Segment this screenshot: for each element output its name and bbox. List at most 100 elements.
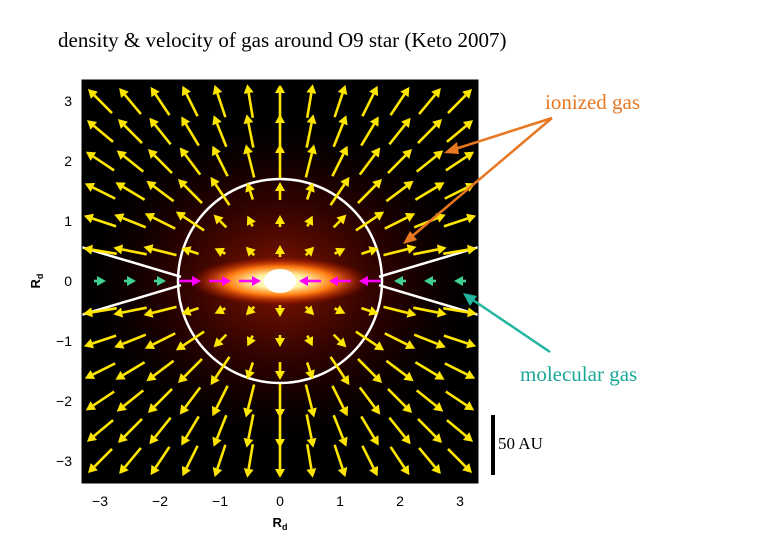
outflow-arrow-157-shaft: [154, 446, 171, 469]
outflow-arrow-114-head: [435, 339, 446, 349]
outflow-arrow-134-head: [243, 407, 253, 418]
outflow-arrow-38-shaft: [445, 155, 468, 172]
outflow-arrow-90-shaft: [91, 306, 117, 314]
outflow-arrow-128: [444, 362, 476, 380]
outflow-arrow-150-head: [338, 436, 348, 447]
scale-bar: [491, 415, 495, 475]
outflow-arrow-131: [147, 388, 173, 414]
outflow-arrow-40: [115, 182, 146, 201]
outflow-arrow-70: [245, 246, 256, 257]
outflow-arrow-90: [83, 306, 117, 318]
outflow-arrow-119: [177, 358, 203, 384]
outflow-arrow-146-shaft: [215, 414, 228, 439]
outflow-arrow-151: [360, 415, 379, 446]
y-tick-label: 1: [64, 213, 72, 229]
outflow-arrow-59-head: [304, 215, 314, 226]
outflow-arrow-32: [275, 144, 285, 178]
outflow-arrow-147: [243, 414, 255, 448]
outflow-arrow-159: [212, 444, 227, 478]
outflow-arrow-129-head: [85, 401, 97, 411]
outflow-arrow-105: [144, 332, 176, 350]
outflow-arrow-113-head: [404, 340, 416, 350]
outflow-arrow-5: [243, 84, 255, 118]
outflow-arrow-40-head: [115, 182, 126, 192]
outflow-arrow-18: [243, 114, 255, 148]
outflow-arrow-166-head: [431, 463, 441, 475]
outflow-arrow-0-head: [87, 88, 98, 99]
outflow-arrow-131-shaft: [153, 388, 173, 408]
outflow-arrow-57-shaft: [250, 223, 254, 227]
outflow-arrow-146: [212, 414, 228, 447]
outflow-arrow-167: [447, 448, 473, 474]
outflow-arrow-30-head: [211, 145, 221, 157]
outflow-arrow-127-head: [434, 370, 445, 380]
outflow-arrow-127: [414, 361, 445, 380]
outflow-arrow-56-head: [213, 214, 224, 225]
outflow-arrow-65-shaft: [91, 248, 117, 256]
outflow-arrow-43-shaft: [214, 183, 231, 206]
outflow-arrow-156-head: [119, 463, 129, 475]
outflow-arrow-73-head: [335, 247, 346, 257]
outflow-arrow-28-head: [147, 148, 158, 159]
outflow-arrow-23-shaft: [388, 123, 407, 146]
outflow-arrow-52-shaft: [91, 217, 117, 228]
disk-arrow-78: [94, 276, 106, 286]
outflow-arrow-138-shaft: [358, 386, 376, 409]
outflow-arrow-128-head: [464, 370, 476, 380]
outflow-arrow-140-shaft: [415, 389, 438, 408]
outflow-arrow-141: [445, 390, 475, 411]
outflow-arrow-156-shaft: [123, 447, 142, 468]
x-tick-label: −2: [152, 493, 168, 509]
outflow-arrow-52-head: [83, 213, 94, 224]
outflow-arrow-9-head: [369, 85, 379, 97]
outflow-arrow-162-head: [306, 468, 317, 478]
inflow-arrow-86: [359, 276, 381, 286]
outflow-arrow-44-shaft: [248, 190, 255, 200]
outflow-arrow-47: [329, 176, 350, 206]
outflow-arrow-106-head: [175, 341, 187, 351]
outflow-arrow-4-head: [212, 84, 223, 95]
outflow-arrow-53-shaft: [122, 216, 147, 229]
outflow-arrow-92-shaft: [151, 305, 177, 315]
outflow-arrow-54-shaft: [152, 216, 176, 230]
outflow-arrow-142-head: [86, 432, 98, 442]
outflow-arrow-107-shaft: [219, 333, 228, 342]
outflow-arrow-2-head: [150, 86, 160, 98]
outflow-arrow-74-head: [368, 246, 379, 256]
outflow-arrow-62-shaft: [384, 216, 408, 230]
outflow-arrow-93: [181, 306, 199, 316]
outflow-arrow-132-shaft: [184, 386, 202, 409]
outflow-arrow-11-head: [431, 87, 441, 99]
outflow-arrow-165-shaft: [389, 446, 406, 469]
outflow-arrow-161-head: [275, 469, 285, 478]
ionized-pointer-1: [451, 116, 553, 152]
outflow-arrow-11: [418, 87, 441, 115]
outflow-arrow-145-head: [181, 435, 191, 446]
y-tick-label: 0: [64, 273, 72, 289]
outflow-arrow-69: [214, 247, 226, 257]
outflow-arrow-120-head: [210, 374, 220, 386]
outflow-arrow-10-head: [400, 86, 410, 98]
outflow-arrow-34-head: [339, 145, 349, 157]
outflow-arrow-47-head: [340, 176, 350, 188]
outflow-arrow-105-head: [144, 340, 156, 350]
outflow-arrow-35: [358, 147, 381, 176]
outflow-arrow-123-head: [305, 369, 315, 380]
outflow-arrow-15-shaft: [153, 123, 172, 146]
outflow-arrow-103: [83, 334, 117, 349]
x-tick-label: −3: [92, 493, 108, 509]
outflow-arrow-144: [149, 416, 172, 445]
outflow-arrow-117-shaft: [122, 361, 146, 377]
outflow-arrow-128-shaft: [444, 362, 468, 376]
y-tick-label: −2: [56, 393, 72, 409]
disk-arrow-87-head: [394, 276, 403, 286]
outflow-arrow-102: [443, 306, 477, 318]
outflow-arrow-159-head: [212, 467, 223, 478]
outflow-arrow-77-shaft: [443, 248, 469, 256]
outflow-arrow-130-head: [116, 402, 127, 412]
outflow-arrow-123: [305, 362, 315, 380]
outflow-arrow-34-shaft: [331, 153, 345, 177]
outflow-arrow-145-shaft: [184, 415, 200, 439]
inflow-arrow-82-head: [222, 276, 231, 286]
outflow-arrow-160-shaft: [247, 444, 255, 470]
